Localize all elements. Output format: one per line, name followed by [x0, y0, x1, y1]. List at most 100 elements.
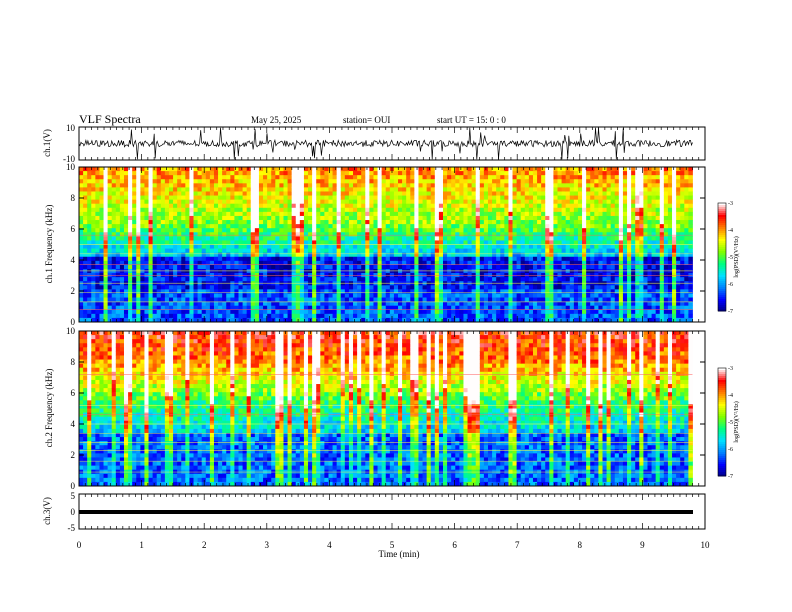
spectrogram-cell: [197, 248, 203, 254]
spectrogram-cell: [377, 309, 383, 315]
spectrogram-cell: [250, 260, 256, 266]
spectrogram-cell: [185, 171, 190, 176]
spectrogram-cell: [230, 195, 235, 201]
spectrogram-cell: [512, 264, 518, 270]
spectrogram-cell: [557, 236, 562, 241]
spectrogram-cell: [553, 260, 558, 266]
spectrogram-cell: [443, 211, 448, 217]
spectrogram-cell: [553, 207, 558, 213]
spectrogram-cell: [434, 305, 440, 311]
spectrogram-cell: [103, 248, 109, 254]
spectrogram-cell: [393, 248, 399, 254]
spectrogram-cell: [148, 256, 154, 262]
spectrogram-cell: [218, 220, 223, 225]
spectrogram-cell: [467, 199, 473, 205]
spectrogram-cell: [573, 224, 579, 229]
spectrogram-cell: [438, 232, 444, 237]
spectrogram-cell: [340, 285, 346, 290]
spectrogram-cell: [218, 268, 223, 274]
spectrogram-cell: [455, 232, 460, 237]
spectrogram-cell: [332, 236, 338, 241]
spectrogram-cell: [258, 264, 264, 270]
spectrogram-cell: [312, 256, 317, 262]
spectrogram-cell: [508, 232, 513, 237]
spectrogram-cell: [537, 167, 542, 172]
spectrogram-cell: [541, 228, 546, 233]
spectrogram-cell: [512, 285, 518, 290]
spectrogram-cell: [299, 252, 305, 258]
spectrogram-cell: [532, 215, 538, 221]
spectrogram-cell: [381, 285, 387, 290]
spectrogram-cell: [381, 268, 387, 274]
spectrogram-cell: [144, 236, 149, 241]
spectrogram-cell: [434, 268, 440, 274]
spectrogram-cell: [545, 191, 550, 196]
spectrogram-cell: [275, 236, 280, 241]
spectrogram-cell: [230, 187, 235, 192]
spectrogram-cell: [336, 220, 342, 225]
spectrogram-cell: [598, 268, 603, 274]
spectrogram-cell: [218, 301, 223, 307]
spectrogram-cell: [263, 317, 268, 323]
spectrogram-cell: [87, 232, 92, 237]
spectrogram-cell: [123, 195, 129, 201]
spectrogram-cell: [279, 260, 284, 266]
spectrogram-cell: [430, 191, 436, 196]
spectrogram-cell: [173, 289, 178, 294]
spectrogram-cell: [185, 215, 190, 221]
spectrogram-cell: [254, 256, 260, 262]
spectrogram-cell: [258, 256, 264, 262]
spectrogram-cell: [283, 301, 288, 307]
spectrogram-cell: [271, 293, 276, 298]
spectrogram-cell: [168, 191, 174, 196]
spectrogram-cell: [308, 248, 313, 254]
spectrogram-cell: [128, 207, 133, 213]
spectrogram-cell: [586, 277, 591, 282]
spectrogram-cell: [430, 268, 436, 274]
spectrogram-cell: [295, 313, 301, 319]
spectrogram-cell: [463, 313, 468, 319]
spectrogram-cell: [520, 187, 526, 192]
spectrogram-cell: [156, 244, 162, 249]
spectrogram-cell: [402, 285, 407, 290]
spectrogram-cell: [279, 268, 284, 274]
spectrogram-cell: [610, 293, 616, 298]
spectrogram-cell: [119, 264, 125, 270]
spectrogram-cell: [606, 211, 612, 217]
spectrogram-cell: [348, 240, 354, 245]
spectrogram-cell: [504, 207, 509, 213]
spectrogram-cell: [209, 260, 215, 266]
spectrogram-cell: [267, 175, 272, 180]
spectrogram-cell: [136, 211, 141, 217]
spectrogram-cell: [410, 260, 415, 266]
spectrogram-cell: [418, 305, 423, 311]
spectrogram-cell: [173, 224, 178, 229]
spectrogram-cell: [254, 305, 260, 311]
spectrogram-cell: [332, 199, 338, 205]
spectrogram-cell: [148, 244, 154, 249]
spectrogram-cell: [553, 264, 558, 270]
spectrogram-cell: [132, 215, 137, 221]
spectrogram-cell: [275, 305, 280, 311]
spectrogram-cell: [586, 224, 591, 229]
spectrogram-cell: [123, 203, 129, 209]
spectrogram-cell: [79, 175, 84, 180]
spectrogram-cell: [283, 313, 288, 319]
spectrogram-cell: [569, 240, 575, 245]
spectrogram-cell: [324, 289, 329, 294]
spectrogram-cell: [132, 207, 137, 213]
spectrogram-cell: [475, 171, 481, 176]
spectrogram-cell: [140, 240, 145, 245]
spectrogram-cell: [140, 252, 145, 258]
spectrogram-cell: [520, 171, 526, 176]
spectrogram-cell: [205, 195, 211, 201]
spectrogram-cell: [234, 264, 239, 270]
spectrogram-cell: [573, 301, 579, 307]
spectrogram-cell: [320, 305, 325, 311]
spectrogram-cell: [263, 220, 268, 225]
spectrogram-cell: [594, 309, 599, 315]
spectrogram-cell: [573, 297, 579, 303]
spectrogram-cell: [205, 224, 211, 229]
spectrogram-cell: [213, 191, 219, 196]
spectrogram-cell: [361, 232, 366, 237]
